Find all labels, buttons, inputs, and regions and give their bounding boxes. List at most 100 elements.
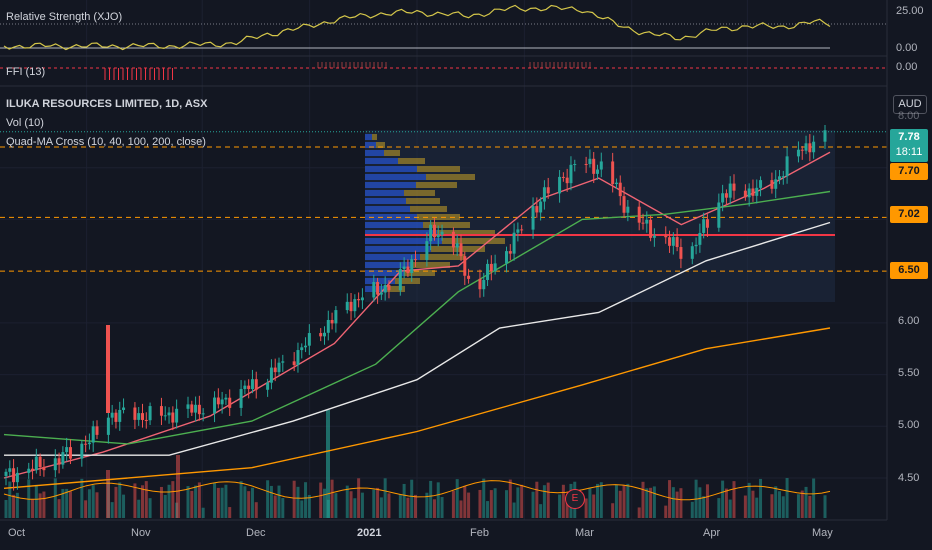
candle-body <box>319 333 323 337</box>
volume-bar <box>664 505 668 518</box>
candle-body <box>599 161 603 170</box>
candle-body <box>649 219 653 238</box>
price-axis-8: 8.00 <box>898 110 920 122</box>
vp-row-buy <box>365 254 420 260</box>
candle-body <box>57 458 61 465</box>
volume-bar <box>675 491 679 518</box>
candle-body <box>671 237 675 246</box>
candle-body <box>269 367 273 383</box>
candle-body <box>535 206 539 213</box>
volume-bar <box>349 491 353 518</box>
candle-body <box>455 243 459 248</box>
volume-bar <box>463 485 467 518</box>
volume-bar <box>614 484 618 518</box>
candle-body <box>292 361 296 366</box>
volume-bar <box>535 481 539 518</box>
volume-bar <box>118 482 122 518</box>
volume-bar <box>197 482 201 518</box>
volume-bar <box>539 504 543 518</box>
candle-body <box>493 263 497 272</box>
volume-bar <box>323 488 326 518</box>
volume-bar <box>558 494 562 518</box>
chart-title[interactable]: ILUKA RESOURCES LIMITED, 1D, ASX <box>6 98 208 110</box>
ffi-legend[interactable]: FFI (13) <box>6 66 46 78</box>
vp-row-buy <box>365 190 404 196</box>
candle-body <box>489 263 493 272</box>
volume-bar <box>717 498 721 518</box>
vp-row-buy <box>365 222 423 228</box>
candle-body <box>345 301 349 311</box>
volume-bar <box>512 502 516 518</box>
volume-bar <box>372 489 376 518</box>
volume-bar <box>774 486 778 518</box>
vp-row-buy <box>365 286 387 292</box>
volume-bar <box>755 497 759 518</box>
volume-bar <box>478 489 482 518</box>
rs-legend[interactable]: Relative Strength (XJO) <box>6 11 123 23</box>
volume-bar <box>626 483 630 518</box>
volume-bar <box>747 482 751 518</box>
vp-row-buy <box>365 206 410 212</box>
candle-body <box>190 404 194 413</box>
grid-lines <box>0 0 887 520</box>
candle-body <box>197 404 201 415</box>
candle-body <box>53 458 57 471</box>
price-axis-4-5: 4.50 <box>898 472 920 484</box>
volume-bar <box>486 501 490 518</box>
vp-row-buy <box>365 150 384 156</box>
candle-body <box>254 379 258 390</box>
vp-row-buy <box>365 174 426 180</box>
candle-body <box>508 251 512 254</box>
volume-bar <box>42 491 46 518</box>
candle-body <box>561 176 565 178</box>
candle-body <box>505 251 508 264</box>
candle-body <box>159 406 163 416</box>
ma-legend[interactable]: Quad-MA Cross (10, 40, 100, 200, close) <box>6 136 206 148</box>
candle-body <box>584 164 588 166</box>
volume-bar <box>163 494 167 518</box>
vp-row-buy <box>365 198 406 204</box>
volume-bar-spike <box>326 410 330 518</box>
volume-bar <box>15 492 19 518</box>
vp-row-sell <box>372 134 377 140</box>
candle-body <box>216 397 220 405</box>
volume-bar <box>4 500 8 518</box>
candle-body <box>478 278 482 290</box>
candle-body <box>277 362 281 373</box>
vp-row-sell <box>410 206 447 212</box>
volume-bar <box>273 495 277 518</box>
level-tag-6-50: 6.50 <box>890 262 928 279</box>
volume-bar <box>425 492 429 518</box>
volume-bar <box>330 479 334 518</box>
vp-row-sell <box>412 262 450 268</box>
candle-body <box>759 180 763 188</box>
rs-axis-zero: 0.00 <box>896 42 918 54</box>
candle-body <box>804 143 808 151</box>
horizontal-levels <box>0 131 887 272</box>
volume-bar <box>296 486 300 518</box>
volume-bar <box>804 486 808 518</box>
volume-bar <box>436 482 440 518</box>
volume-ma-line <box>3 480 831 501</box>
volume-bar <box>144 481 148 518</box>
candle-body <box>618 182 622 197</box>
volume-bar <box>546 482 550 518</box>
volume-bar <box>414 494 417 518</box>
candle-body <box>467 275 471 279</box>
price-axis-6: 6.00 <box>898 315 920 327</box>
volume-legend[interactable]: Vol (10) <box>6 117 44 129</box>
rs-axis-top: 25.00 <box>896 5 924 17</box>
volume-bar <box>531 491 535 518</box>
volume-bar <box>190 490 194 518</box>
time-label-nov: Nov <box>131 527 151 539</box>
volume-bar <box>505 490 508 518</box>
currency-button[interactable]: AUD <box>893 95 927 114</box>
volume-bar <box>141 485 144 518</box>
earnings-marker[interactable]: E <box>565 489 585 509</box>
vp-row-buy <box>365 238 442 244</box>
candle-body <box>626 206 630 213</box>
volume-bar <box>304 482 308 518</box>
volume-bar <box>250 487 254 518</box>
volume-bar <box>467 492 471 518</box>
